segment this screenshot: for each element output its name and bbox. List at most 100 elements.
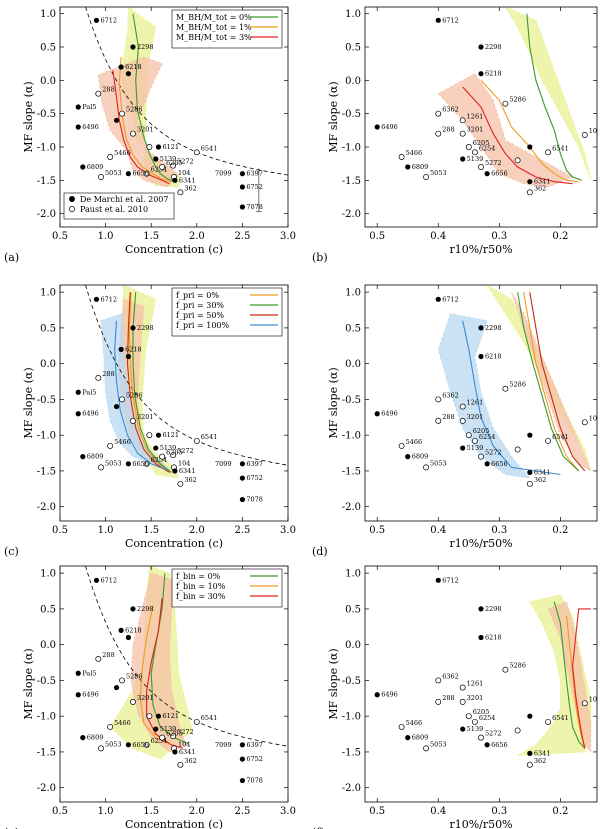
data-point-open [177, 480, 184, 487]
data-point-open [478, 734, 484, 741]
x-tick-label: 0.4 [430, 231, 446, 242]
data-point-open [193, 149, 200, 156]
data-point-open [193, 718, 200, 725]
data-point-open [95, 375, 102, 381]
data-point-filled [460, 445, 466, 451]
point-label: 3201 [467, 126, 484, 134]
data-point-open [398, 154, 405, 160]
panel-label: (d) [312, 545, 328, 558]
x-tick-label: 2.0 [189, 231, 205, 242]
data-point-open [159, 734, 166, 741]
point-label: 6218 [125, 63, 142, 71]
y-tick-label: -0.5 [37, 109, 56, 120]
point-label: 6712 [442, 16, 459, 24]
data-point-open [107, 723, 114, 730]
data-point-filled [125, 171, 131, 177]
panel-label: (f) [312, 826, 325, 829]
point-label: 6541 [552, 144, 569, 152]
panel-c: 288 5286 3201 5466 5053 6254 5272 104 6541 362 620… [4, 284, 296, 558]
data-point-open [459, 117, 466, 124]
data-point-filled [484, 171, 490, 177]
y-tick-label: 0.5 [40, 43, 56, 54]
data-point-filled [374, 124, 380, 130]
plot-frame [364, 565, 598, 803]
point-label: 5466 [114, 719, 131, 727]
point-label: 6218 [125, 345, 142, 353]
point-label: 104 [589, 127, 600, 135]
data-point-filled [239, 171, 245, 177]
point-label: 6218 [485, 634, 502, 642]
point-label: 104 [589, 414, 600, 422]
data-point-filled [527, 144, 533, 150]
point-label: 6496 [381, 410, 398, 418]
y-tick-label: -1.0 [37, 431, 56, 442]
point-label: 2298 [485, 324, 502, 332]
data-point-filled [130, 325, 136, 331]
x-tick-label: 0.5 [369, 231, 385, 242]
point-label: 6809 [87, 734, 104, 742]
data-point-filled [478, 353, 484, 360]
y-tick-label: -2.0 [342, 502, 361, 513]
data-point-filled [460, 726, 466, 732]
point-label: 6712 [100, 576, 117, 584]
data-point-open [159, 453, 166, 460]
x-tick-label: 0.2 [552, 231, 568, 242]
point-label: 7078 [246, 777, 263, 785]
point-label: Pal5 [82, 388, 96, 396]
x-axis-label: Concentration (c) [125, 537, 223, 550]
point-label: 5272 [177, 728, 194, 736]
point-label: 288 [442, 694, 454, 702]
x-tick-label: 0.3 [491, 525, 507, 536]
point-label: 7099 [215, 741, 232, 749]
data-point-open [502, 100, 509, 107]
data-point-filled [478, 325, 484, 331]
data-point-filled [478, 44, 484, 50]
panel-label: (c) [4, 545, 19, 558]
point-label: 5272 [177, 447, 194, 455]
data-point-open [526, 761, 533, 768]
point-label: 5139 [160, 155, 177, 163]
panel-label: (e) [4, 826, 19, 829]
point-label: 2298 [137, 324, 154, 332]
data-point-filled [125, 71, 131, 77]
data-point-open [177, 189, 184, 196]
y-axis-label: MF slope (α) [327, 81, 340, 152]
x-tick-label: 1.0 [98, 525, 114, 536]
data-point-filled [153, 445, 159, 451]
y-tick-label: -0.5 [37, 395, 56, 406]
y-tick-label: 0.5 [40, 323, 56, 334]
data-point-open [119, 396, 125, 403]
y-tick-label: -1.0 [37, 143, 56, 154]
y-axis-label: MF slope (α) [327, 367, 340, 438]
data-point-open [465, 144, 472, 150]
series-line [529, 292, 586, 472]
point-label: 6254 [151, 456, 168, 464]
point-label: 6341 [179, 748, 196, 756]
data-point-open [107, 154, 114, 160]
y-tick-label: -2.0 [37, 502, 56, 513]
x-tick-label: 0.3 [491, 231, 507, 242]
confidence-band [130, 572, 187, 753]
y-tick-label: -2.0 [342, 783, 361, 794]
point-label: 5053 [430, 169, 447, 177]
point-label: 3201 [137, 126, 154, 134]
series-line [565, 616, 586, 749]
data-point-filled [405, 454, 411, 460]
point-label: 6205 [473, 427, 490, 435]
point-label: 3201 [137, 413, 154, 421]
point-label: 6809 [412, 734, 429, 742]
point-label: 2298 [137, 605, 154, 613]
data-point-open [130, 417, 136, 424]
point-label: 6218 [485, 70, 502, 78]
x-tick-label: 0.5 [52, 806, 68, 817]
data-point-open [545, 437, 552, 444]
point-label: 5139 [467, 444, 484, 452]
data-point-filled [130, 44, 136, 50]
legend-label: f_pri = 0% [176, 291, 219, 300]
y-tick-label: -1.0 [342, 431, 361, 442]
legend-label: f_bin = 30% [176, 592, 226, 601]
data-point-open [514, 157, 521, 164]
plot-frame [364, 6, 598, 228]
plot-frame [59, 565, 289, 803]
